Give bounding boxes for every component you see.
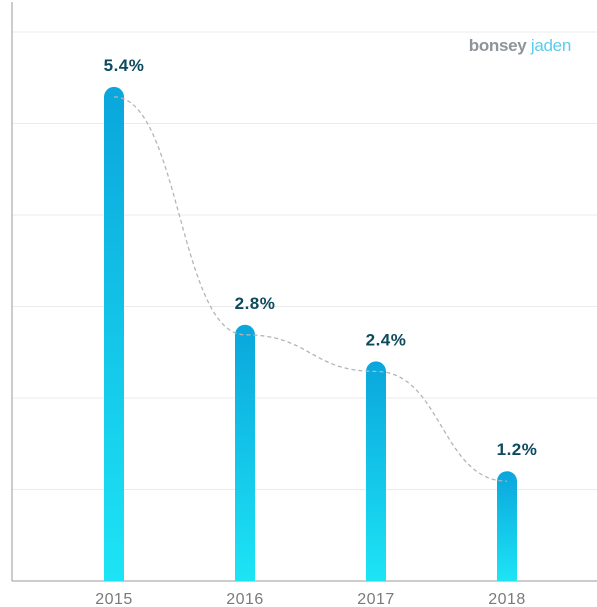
value-label-2016: 2.8% [235,294,276,313]
value-labels: 5.4% 2.8% 2.4% 1.2% [104,56,538,459]
brand-logo: bonsey jaden [468,36,572,56]
bar-2016 [235,324,255,581]
x-tick-2017: 2017 [357,591,395,607]
x-tick-2016: 2016 [226,591,264,607]
value-label-2018: 1.2% [497,440,538,459]
x-tick-2018: 2018 [488,591,526,607]
x-tick-labels: 2015 2016 2017 2018 [95,591,526,607]
value-label-2015: 5.4% [104,56,145,75]
bars [104,86,517,581]
x-tick-2015: 2015 [95,591,133,607]
value-label-2017: 2.4% [366,330,407,349]
bar-2015 [104,86,124,581]
bar-2017 [366,361,387,581]
brand-logo-part2: jaden [530,36,571,55]
trend-line-group [113,96,508,482]
brand-logo-part1: bonsey [468,36,527,55]
trend-line [113,96,508,482]
bar-2018 [497,471,517,581]
